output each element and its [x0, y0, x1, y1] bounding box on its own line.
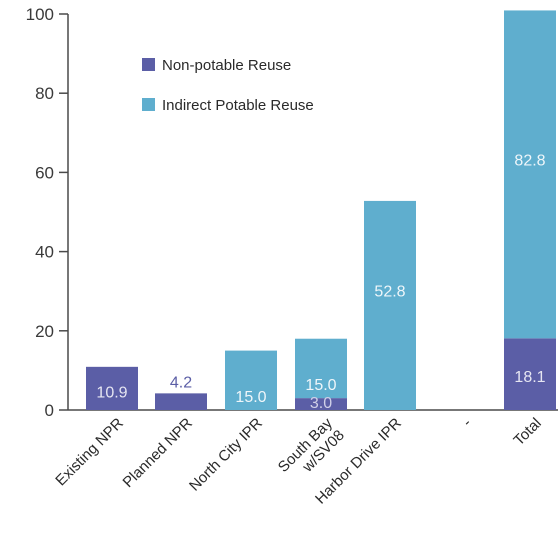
bar-npr: [504, 338, 556, 410]
y-tick-label: 100: [26, 5, 54, 24]
legend-swatch: [142, 98, 155, 111]
data-label-ipr: 15.0: [235, 389, 266, 406]
bar-ipr: [504, 10, 556, 339]
axes: 0 20 40 60 80 100: [26, 5, 558, 420]
data-label-ipr: 82.8: [514, 152, 545, 169]
bar-ipr: [364, 200, 416, 410]
x-category-label: Existing NPR: [52, 415, 127, 490]
data-label-npr: 4.2: [170, 374, 192, 391]
bar-ipr: [225, 350, 277, 410]
x-category-label: Total: [510, 415, 544, 449]
x-category-label: -: [459, 415, 475, 431]
y-tick-label: 20: [35, 322, 54, 341]
bar-npr: [295, 398, 347, 410]
data-label-npr: 3.0: [310, 395, 332, 412]
x-category-label: North City IPR: [186, 415, 266, 495]
bar-npr: [155, 393, 207, 410]
data-label-npr: 18.1: [514, 369, 545, 386]
legend-label: Indirect Potable Reuse: [162, 97, 314, 114]
data-label-npr: 10.9: [96, 384, 127, 401]
bars: [86, 10, 556, 410]
legend-label: Non-potable Reuse: [162, 57, 291, 74]
legend: Non-potable Reuse Indirect Potable Reuse: [142, 57, 314, 114]
data-label-ipr: 15.0: [305, 377, 336, 394]
legend-swatch: [142, 58, 155, 71]
bar-ipr: [295, 338, 347, 399]
y-tick-label: 80: [35, 84, 54, 103]
data-label-ipr: 52.8: [374, 283, 405, 300]
bar-npr: [86, 366, 138, 410]
x-category-label: Planned NPR: [120, 415, 196, 491]
y-tick-label: 60: [35, 163, 54, 182]
y-tick-label: 40: [35, 243, 54, 262]
y-tick-label: 0: [45, 401, 54, 420]
